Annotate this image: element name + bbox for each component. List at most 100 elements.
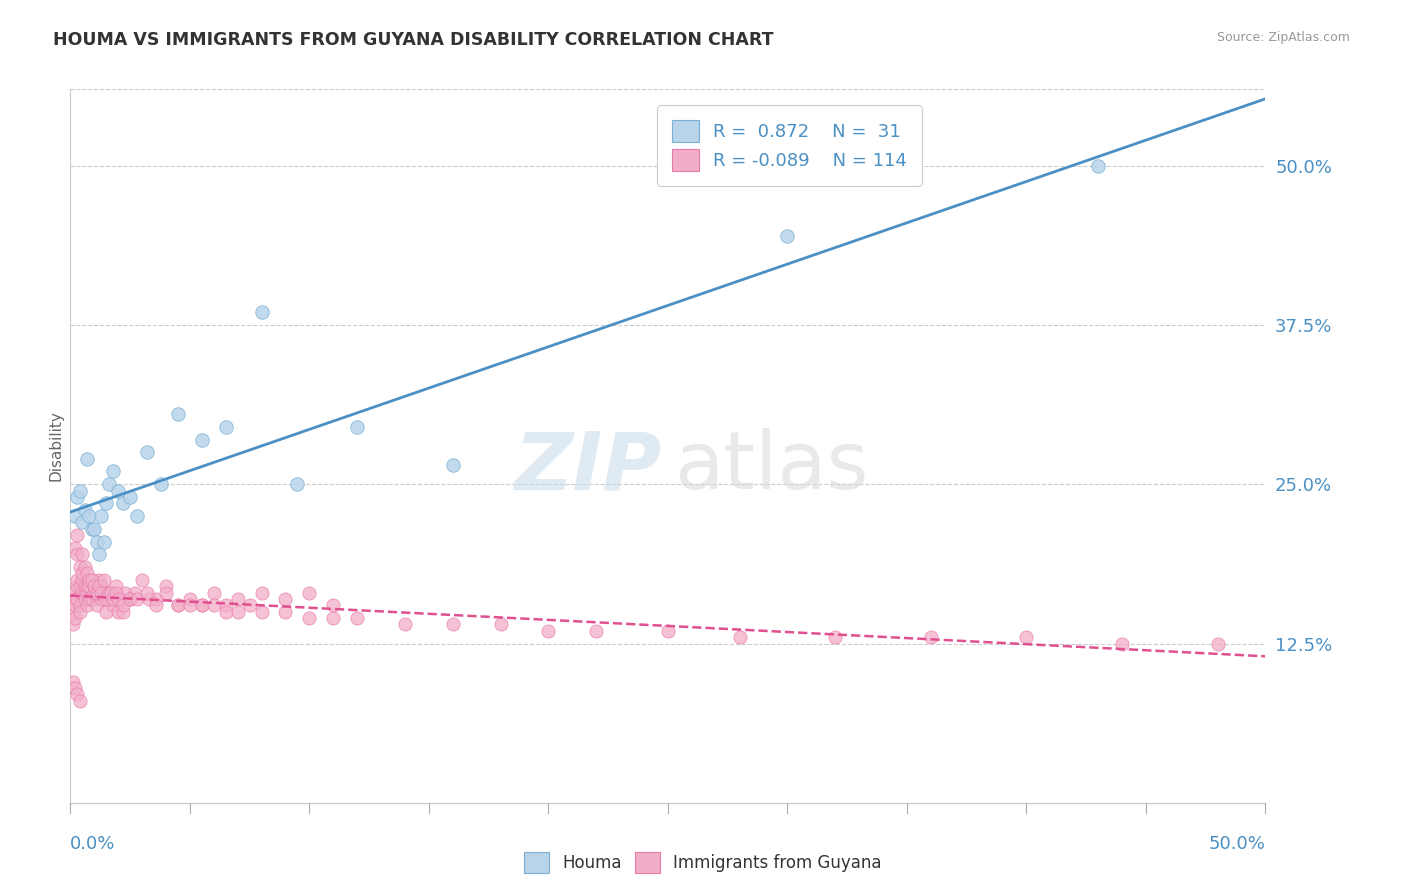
Point [70, 547, 93, 561]
Point [127, 591, 149, 606]
Point [76, 566, 98, 581]
Point [394, 617, 416, 632]
Point [1206, 636, 1229, 650]
Point [80, 591, 103, 606]
Point [73, 560, 96, 574]
Point [73, 585, 96, 599]
Point [69, 579, 91, 593]
Point [63, 509, 86, 524]
Point [214, 420, 236, 434]
Point [62, 617, 84, 632]
Point [96, 605, 117, 619]
Point [86, 534, 108, 549]
Point [107, 483, 129, 498]
Point [489, 617, 512, 632]
Point [97, 585, 120, 599]
Point [585, 624, 607, 638]
Point [69, 694, 91, 708]
Point [441, 617, 464, 632]
Point [66, 688, 89, 702]
Point [66, 528, 89, 542]
Point [214, 605, 236, 619]
Point [1015, 630, 1038, 644]
Point [76, 585, 98, 599]
Point [250, 605, 273, 619]
Point [80, 573, 103, 587]
Point [120, 490, 141, 504]
Point [202, 585, 225, 599]
Point [111, 599, 134, 613]
Text: HOUMA VS IMMIGRANTS FROM GUYANA DISABILITY CORRELATION CHART: HOUMA VS IMMIGRANTS FROM GUYANA DISABILI… [53, 31, 773, 49]
Point [87, 547, 110, 561]
Point [824, 630, 846, 644]
Point [90, 579, 112, 593]
Point [70, 566, 93, 581]
Point [155, 585, 177, 599]
Point [298, 611, 321, 625]
Point [69, 560, 91, 574]
Point [86, 599, 108, 613]
Point [127, 509, 149, 524]
Point [120, 591, 141, 606]
Point [86, 585, 108, 599]
Point [179, 599, 201, 613]
Point [69, 599, 91, 613]
Point [111, 605, 134, 619]
Point [87, 573, 110, 587]
Point [90, 509, 112, 524]
Point [69, 483, 91, 498]
Legend: R =  0.872    N =  31, R = -0.089    N = 114: R = 0.872 N = 31, R = -0.089 N = 114 [658, 105, 922, 186]
Point [63, 591, 86, 606]
Point [62, 585, 84, 599]
Point [79, 509, 101, 524]
Point [79, 573, 101, 587]
Point [107, 591, 129, 606]
Point [131, 573, 153, 587]
Point [63, 541, 86, 555]
Point [87, 585, 110, 599]
Point [79, 591, 101, 606]
Point [239, 599, 262, 613]
Point [110, 591, 132, 606]
Point [346, 420, 368, 434]
Point [135, 585, 157, 599]
Point [150, 477, 173, 491]
Point [104, 579, 127, 593]
Point [66, 490, 89, 504]
Point [80, 573, 103, 587]
Point [83, 579, 105, 593]
Point [103, 599, 125, 613]
Point [287, 477, 309, 491]
Point [111, 496, 134, 510]
Point [70, 585, 93, 599]
Point [73, 502, 96, 516]
Point [63, 611, 86, 625]
Point [100, 591, 122, 606]
Point [214, 599, 236, 613]
Point [66, 547, 89, 561]
Point [920, 630, 942, 644]
Point [226, 591, 249, 606]
Point [93, 534, 115, 549]
Point [79, 579, 101, 593]
Point [274, 605, 297, 619]
Point [63, 599, 86, 613]
Point [90, 585, 112, 599]
Point [250, 585, 273, 599]
Point [166, 599, 188, 613]
Point [346, 611, 368, 625]
Point [322, 611, 344, 625]
Point [96, 585, 117, 599]
Point [97, 477, 120, 491]
Point [657, 624, 679, 638]
Point [145, 599, 167, 613]
Point [104, 585, 127, 599]
Point [96, 591, 117, 606]
Point [66, 591, 89, 606]
Point [76, 599, 98, 613]
Point [96, 496, 117, 510]
Point [135, 445, 157, 459]
Point [69, 605, 91, 619]
Point [441, 458, 464, 472]
Point [100, 585, 122, 599]
